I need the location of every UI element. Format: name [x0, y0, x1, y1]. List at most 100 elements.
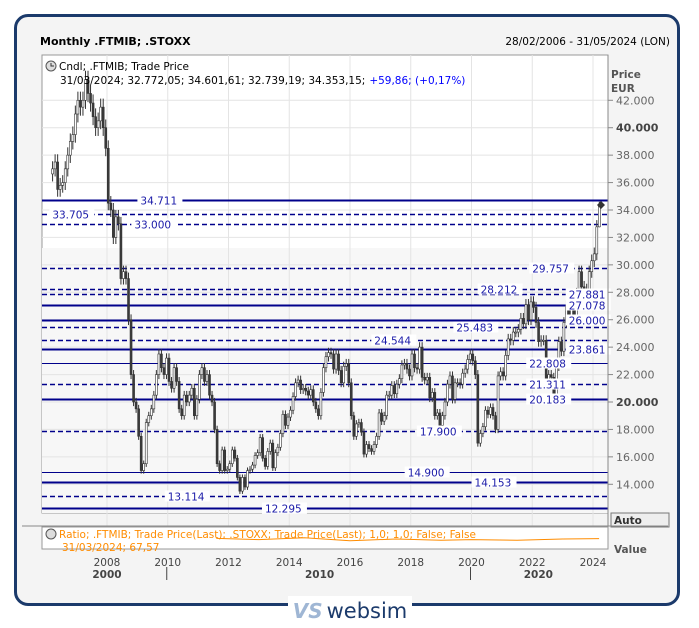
candle-body: [408, 368, 411, 377]
candle-body: [311, 389, 315, 403]
candle-body: [208, 374, 211, 396]
level-label-bg: [477, 283, 523, 295]
candle-body: [496, 375, 500, 430]
candle-body: [441, 415, 444, 426]
x-tick-label: 2012: [215, 557, 242, 569]
x-tick-label: 2020: [458, 557, 485, 569]
level-label: 13.114: [168, 492, 205, 504]
candle-body: [142, 463, 146, 471]
candle-body: [332, 353, 335, 370]
y-tick-label: 26.000: [616, 314, 655, 327]
candle-body: [94, 116, 97, 129]
candle-body: [253, 455, 257, 466]
y-tick-label: 34.000: [616, 204, 655, 217]
candle-body: [342, 366, 345, 384]
clock-hands-icon: [50, 63, 54, 67]
candle-body: [542, 339, 545, 342]
y-ticks: 42.000 40.000 38.000 36.000 34.000 32.000 30.0…: [608, 94, 659, 491]
x-tick-label: 2010: [154, 557, 181, 569]
candle-body: [453, 382, 457, 400]
candle-body: [233, 449, 237, 459]
level-label: 21.311: [529, 380, 566, 392]
candle-body: [524, 304, 528, 325]
level-label: 23.861: [569, 345, 606, 357]
candle-body: [494, 415, 497, 430]
value-axis-label: Value: [614, 544, 647, 556]
candle-body: [382, 415, 386, 422]
candle-body: [251, 464, 254, 470]
x-tick-label: 2024: [580, 557, 607, 569]
candle-body: [225, 468, 229, 471]
candle-body: [489, 407, 492, 415]
y-tick-label: 28.000: [616, 286, 655, 299]
candle-body: [210, 394, 214, 403]
level-label: 33.000: [134, 220, 171, 232]
x-tick-label: 2018: [397, 557, 424, 569]
y-tick-label: 42.000: [616, 94, 655, 107]
clock-icon[interactable]: [45, 528, 57, 540]
ohlc-values: 31/03/2024; 32.772,05; 34.601,61; 32.739…: [60, 75, 365, 87]
candle-body: [375, 435, 378, 445]
candle-body: [129, 319, 133, 375]
candle-body: [170, 381, 173, 389]
candle-body: [243, 477, 247, 488]
level-label-bg: [416, 425, 462, 437]
candle-body: [139, 435, 143, 471]
candle-body: [119, 223, 123, 279]
candle-body: [539, 339, 543, 342]
last-price-marker-icon: [597, 201, 605, 209]
change-value: +59,86; (+0,17%): [369, 75, 465, 87]
level-labels: 34.711 33.705 33.000 29.757 28.212 27.88127.0…: [49, 194, 611, 516]
candle-body: [91, 102, 95, 118]
candle-body: [365, 444, 368, 455]
candle-body: [182, 394, 186, 417]
candle-body: [324, 356, 328, 369]
candle-body: [215, 429, 219, 465]
auto-scale-button[interactable]: [610, 512, 670, 528]
candle-body: [448, 375, 452, 385]
candle-body: [519, 318, 523, 330]
level-label: 14.153: [475, 478, 512, 490]
candle-body: [258, 437, 262, 454]
candle-body: [385, 394, 389, 417]
candle-body: [294, 382, 297, 397]
candle-body: [509, 338, 513, 341]
candle-body: [501, 371, 505, 377]
auto-scale-label: Auto: [614, 515, 642, 527]
decade-label: 2000: [92, 569, 121, 581]
candle-body: [162, 367, 166, 375]
candle-body: [317, 408, 320, 417]
candle-body: [367, 444, 371, 449]
candle-body: [456, 382, 459, 385]
candle-body: [144, 422, 148, 465]
candle-body: [286, 416, 290, 426]
candle-body: [230, 449, 234, 465]
candle-body: [443, 401, 447, 417]
candle-body: [372, 444, 376, 452]
level-label: 25.483: [456, 323, 493, 335]
candle-body: [193, 387, 196, 417]
level-label-bg: [526, 378, 572, 390]
candle-body: [506, 338, 510, 356]
candle-body: [491, 407, 495, 417]
level-label: 22.808: [529, 359, 566, 371]
series-legend: Cndl; .FTMIB; Trade Price: [59, 61, 189, 73]
candle-body: [400, 364, 404, 379]
y-tick-label: 16.000: [616, 451, 655, 464]
candle-body: [241, 477, 244, 492]
level-label: 17.900: [420, 427, 457, 439]
candle-body: [104, 127, 108, 149]
candle-body: [380, 412, 383, 422]
currency-label: EUR: [611, 83, 635, 95]
candle-body: [203, 367, 206, 382]
decade-label: 2010: [305, 569, 334, 581]
candle-body: [486, 409, 490, 415]
y-tick-label: 20.000: [616, 396, 659, 409]
candle-body: [155, 374, 158, 396]
candle-body: [522, 318, 525, 325]
candle-body: [413, 353, 416, 369]
candle-body: [403, 363, 406, 366]
candle-body: [499, 371, 502, 377]
candle-body: [458, 382, 462, 385]
